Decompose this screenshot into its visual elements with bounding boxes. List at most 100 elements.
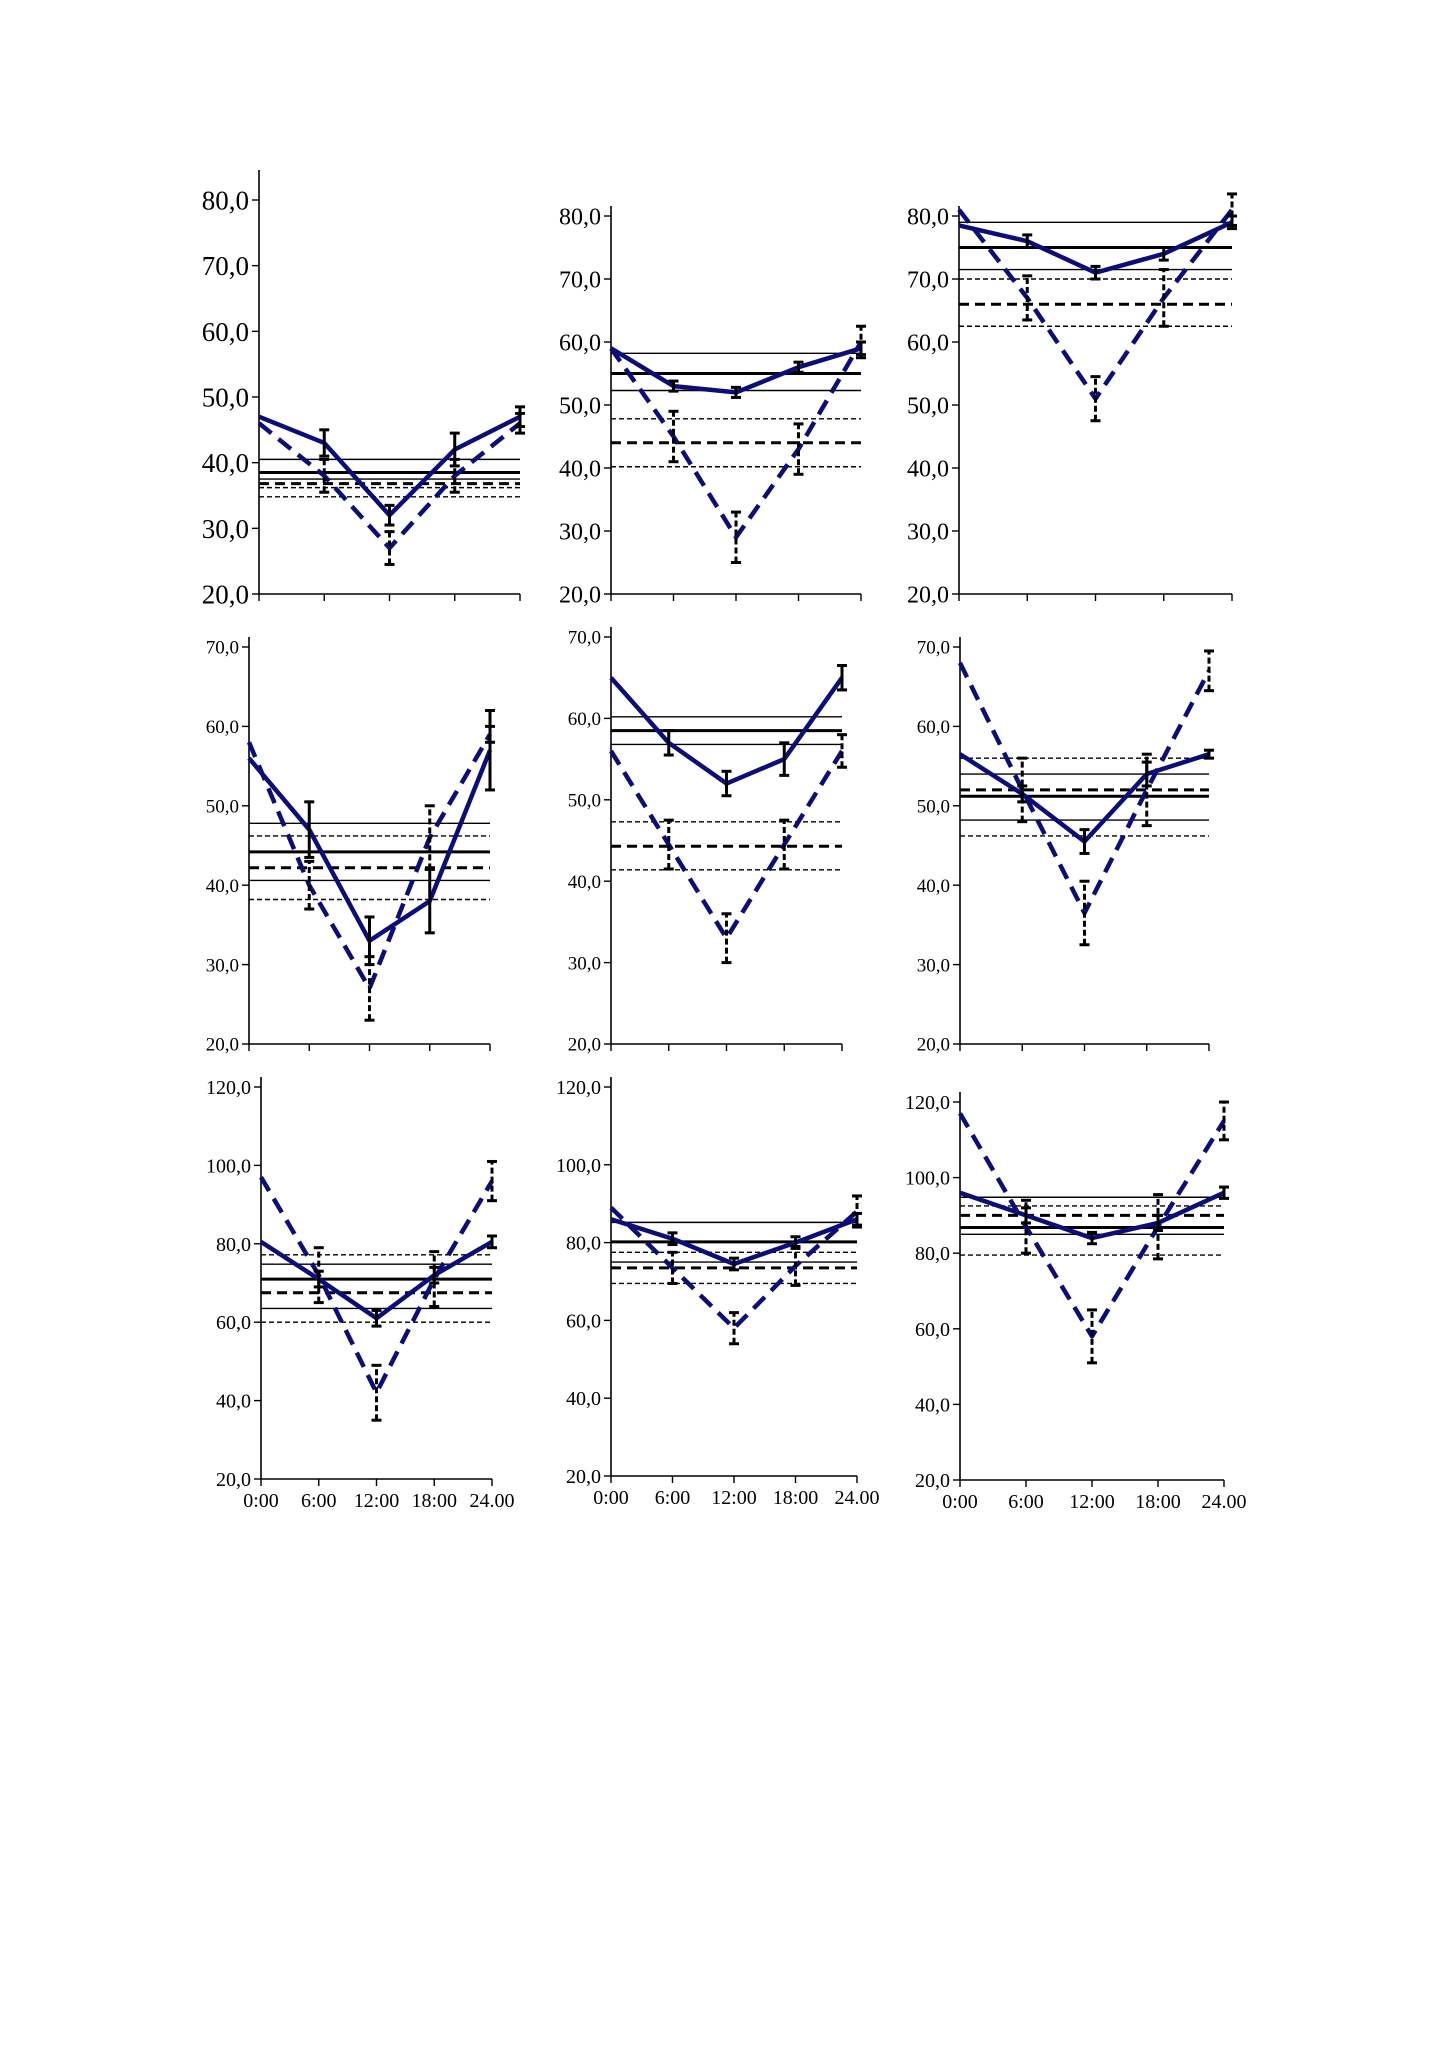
x-tick-label: 12:00	[354, 1490, 400, 1512]
y-tick-label: 70,0	[568, 628, 601, 649]
y-tick-label: 70,0	[559, 267, 601, 293]
y-tick-label: 60,0	[915, 1319, 950, 1341]
error-bar-solid	[837, 663, 847, 692]
chart-panel-2: 20,0 30,0 40,0 50,0 60,0 70,0 80,0	[559, 204, 866, 608]
error-bar-dashed	[1017, 756, 1028, 824]
x-tick-label: 24.00	[470, 1490, 515, 1512]
y-tick-label: 20,0	[559, 582, 601, 608]
error-bar-solid	[384, 503, 395, 527]
y-tick-label: 50,0	[907, 393, 949, 419]
y-tick-label: 80,0	[915, 1243, 950, 1265]
x-tick-label: 12:00	[1069, 1491, 1115, 1513]
error-bar-dashed	[1153, 1193, 1163, 1261]
error-bar-dashed	[721, 912, 732, 965]
error-bar-solid	[1219, 1185, 1229, 1200]
y-tick-label: 40,0	[915, 1394, 950, 1416]
error-bar-dashed	[779, 818, 790, 871]
y-tick-label: 80,0	[216, 1234, 251, 1256]
error-bar-solid	[1204, 748, 1214, 760]
series-line-dashed	[246, 733, 492, 991]
y-tick-label: 80,0	[566, 1233, 601, 1255]
chart-panel-8: 20,0 40,0 60,0 80,0 100,0 120,0 0:00 6:00 12:00 1…	[556, 1077, 880, 1509]
y-tick-label: 80,0	[559, 204, 601, 230]
chart-panel-1: 20,0 30,0 40,0 50,0 60,0 70,0 80,0	[202, 170, 525, 609]
y-tick-label: 70,0	[907, 267, 949, 293]
y-tick-label: 40,0	[568, 872, 601, 893]
y-tick-label: 20,0	[568, 1035, 601, 1056]
error-bar-dashed	[1079, 879, 1090, 947]
error-bar-dashed	[1087, 1308, 1097, 1365]
x-tick-label: 18:00	[773, 1487, 819, 1509]
y-tick-label: 20,0	[907, 582, 949, 608]
error-bar-solid	[1087, 1230, 1097, 1246]
error-bar-dashed	[1022, 274, 1033, 322]
y-tick-label: 50,0	[568, 790, 601, 811]
error-bar-dashed	[313, 1246, 324, 1305]
error-bar-solid	[667, 1231, 678, 1247]
y-tick-label: 60,0	[917, 717, 950, 738]
error-bar-solid	[721, 769, 732, 798]
error-bar-dashed	[1141, 752, 1152, 828]
chart-panel-5: 20,0 30,0 40,0 50,0 60,0 70,0	[568, 627, 847, 1056]
error-bar-dashed	[856, 324, 866, 360]
error-bar-solid	[319, 428, 330, 458]
error-bar-solid	[485, 709, 495, 792]
y-tick-label: 40,0	[917, 876, 950, 897]
y-tick-label: 70,0	[202, 251, 249, 281]
y-tick-label: 30,0	[206, 955, 239, 976]
y-tick-label: 40,0	[216, 1391, 251, 1413]
y-tick-label: 40,0	[202, 448, 249, 478]
series-line-dashed	[609, 340, 863, 540]
y-tick-label: 70,0	[917, 638, 950, 659]
y-tick-label: 40,0	[907, 456, 949, 482]
y-tick-label: 30,0	[917, 955, 950, 976]
error-bar-dashed	[1204, 649, 1214, 693]
error-bar-solid	[1090, 264, 1101, 281]
error-bar-dashed	[790, 1244, 801, 1287]
y-tick-label: 100,0	[556, 1155, 601, 1177]
error-bar-dashed	[424, 804, 435, 871]
x-tick-label: 24.00	[1202, 1491, 1247, 1513]
error-bar-dashed	[667, 1250, 678, 1285]
chart-panel-7: 20,0 40,0 60,0 80,0 100,0 120,0 0:00 6:00 12:00 1…	[206, 1077, 515, 1512]
y-tick-label: 30,0	[559, 519, 601, 545]
x-tick-label: 0:00	[593, 1487, 629, 1509]
series-line-solid	[258, 414, 522, 518]
y-tick-label: 20,0	[566, 1466, 601, 1488]
chart-panel-6: 20,0 30,0 40,0 50,0 60,0 70,0	[917, 637, 1214, 1056]
y-tick-label: 100,0	[206, 1155, 251, 1177]
error-bar-solid	[371, 1308, 382, 1328]
error-bar-dashed	[304, 859, 315, 911]
error-bar-dashed	[852, 1194, 862, 1229]
error-bar-dashed	[793, 422, 804, 476]
y-tick-label: 120,0	[206, 1077, 251, 1099]
x-tick-label: 24.00	[835, 1487, 880, 1509]
x-tick-label: 0:00	[942, 1491, 978, 1513]
y-tick-label: 60,0	[568, 709, 601, 730]
y-tick-label: 20,0	[915, 1470, 950, 1492]
series-line-solid	[247, 749, 493, 944]
y-tick-label: 100,0	[905, 1168, 950, 1190]
y-tick-label: 20,0	[206, 1035, 239, 1056]
y-tick-label: 80,0	[202, 185, 249, 215]
error-bar-dashed	[663, 818, 674, 871]
error-bar-dashed	[515, 411, 525, 435]
series-line-dashed	[257, 421, 522, 551]
error-bar-solid	[731, 385, 741, 399]
y-tick-label: 50,0	[559, 393, 601, 419]
y-tick-label: 30,0	[907, 519, 949, 545]
error-bar-dashed	[729, 1311, 739, 1346]
y-tick-label: 50,0	[202, 382, 249, 412]
error-bar-solid	[1158, 246, 1169, 262]
error-bar-dashed	[449, 457, 460, 494]
x-tick-label: 6:00	[655, 1487, 691, 1509]
x-tick-label: 0:00	[243, 1490, 279, 1512]
error-bar-dashed	[1021, 1198, 1031, 1255]
error-bar-solid	[304, 800, 315, 859]
y-tick-label: 120,0	[556, 1077, 601, 1099]
y-tick-label: 30,0	[568, 953, 601, 974]
series-line-dashed	[958, 1112, 1226, 1339]
error-bar-dashed	[1158, 268, 1169, 328]
error-bar-dashed	[487, 1159, 497, 1203]
error-bar-dashed	[1090, 375, 1101, 423]
